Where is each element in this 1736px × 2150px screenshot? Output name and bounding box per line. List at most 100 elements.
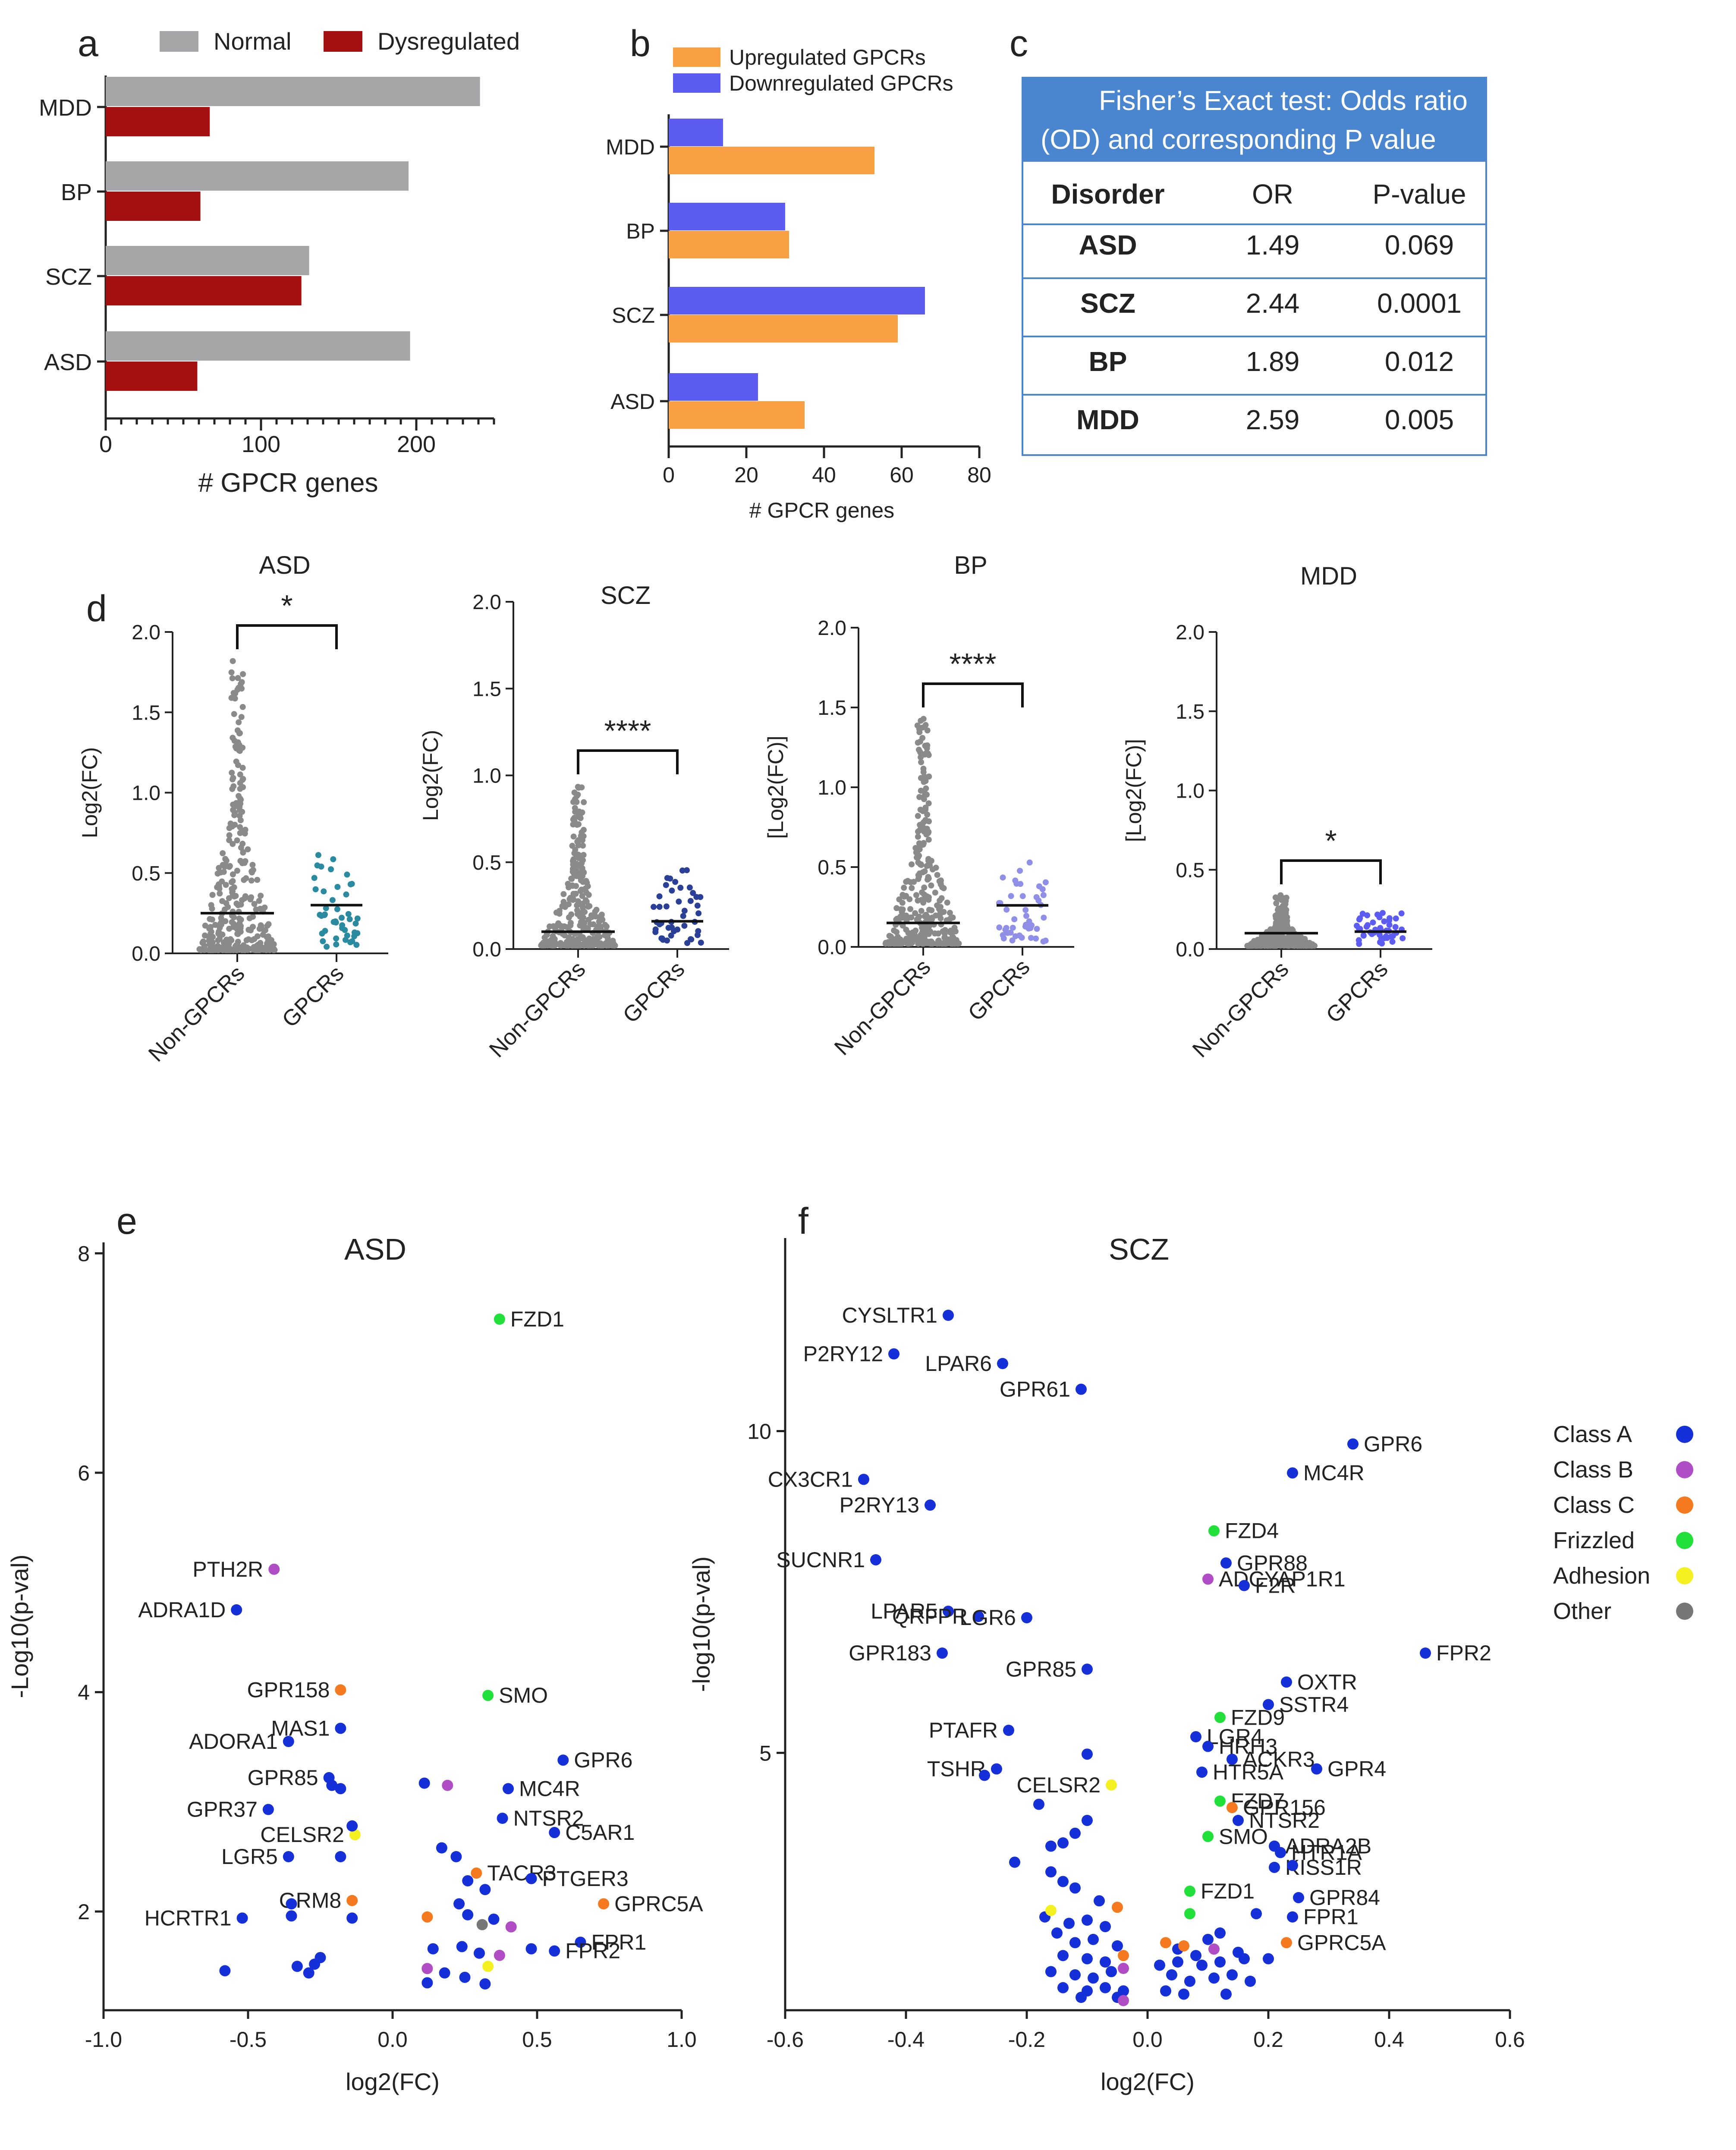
legend-swatch-dysregulated [324,31,362,52]
point-gpcr [349,880,355,887]
point-cx3cr1 [858,1474,869,1485]
point-non-gpcr [235,762,241,768]
point-label: ADORA1 [189,1729,278,1754]
point-non-gpcr [1262,940,1268,946]
point [335,1851,346,1862]
point-htr1a [1275,1847,1286,1858]
y-tick-label: 5 [759,1741,771,1765]
legend-dot-class-c [1676,1496,1693,1514]
point-label: GPR4 [1327,1757,1386,1781]
point [436,1842,447,1854]
point-gpcr [339,922,346,928]
point-gpcr [676,898,682,905]
y-tick-label: 2 [78,1900,90,1924]
significance-bracket [922,682,1024,707]
point-gpcr [1040,892,1047,898]
point-non-gpcr [606,942,612,949]
x-tick-label: GPCRs [963,954,1035,1026]
point-gpcr [665,924,672,931]
point-non-gpcr [929,916,935,922]
point-non-gpcr [202,922,208,929]
point-mc4r [503,1783,514,1795]
point-tshr [991,1763,1002,1775]
point-non-gpcr [942,935,948,942]
point-label: GPR85 [248,1766,318,1790]
table-cell-pvalue: 0.069 [1385,229,1454,261]
point-gpcr [333,935,340,942]
bar-up-bp [669,231,789,258]
point [1245,1975,1256,1987]
point-gpcr [683,867,690,874]
point-label: GPRC5A [614,1892,703,1916]
point-gpcr [351,929,358,936]
point-gpcr [1356,916,1362,923]
panel-label-c: c [1010,23,1028,64]
point-gpcr [1034,926,1040,932]
point-gpcr [1022,923,1028,930]
point-gpcr [677,884,684,891]
point-non-gpcr [944,899,950,906]
significance-bracket [236,624,338,649]
point [1057,1876,1069,1887]
legend-dot-class-a [1676,1426,1693,1443]
point-gpcr [322,927,328,934]
point-gpcr [346,916,353,922]
point-label: GPR85 [1006,1657,1076,1681]
point-non-gpcr [934,872,940,878]
point-non-gpcr [932,912,939,919]
x-axis-label: # GPCR genes [198,468,378,498]
point-non-gpcr [580,827,587,833]
table-cell-pvalue: 0.012 [1385,346,1454,377]
point-non-gpcr [1304,943,1310,949]
point-non-gpcr [890,936,896,942]
point-gpcr [656,893,663,899]
point-non-gpcr [602,932,608,939]
point-non-gpcr [585,903,591,910]
point-adra1d [231,1604,242,1616]
point [1045,1905,1057,1916]
x-tick-label: 0.6 [1495,2027,1525,2052]
point-gpcr [674,926,681,933]
bar-down-asd [669,373,758,401]
point [442,1779,453,1791]
legend-label-other: Other [1553,1598,1611,1624]
point-label: FZD1 [1201,1879,1255,1903]
point [462,1909,474,1921]
point-non-gpcr [257,940,264,946]
point-non-gpcr [249,861,256,868]
point-non-gpcr [258,893,264,899]
point-ptafr [1003,1725,1014,1736]
point-non-gpcr [222,918,229,924]
point-non-gpcr [914,722,921,729]
x-tick-label: -0.2 [1008,2027,1045,2052]
point-label: ADRA2B [1285,1834,1371,1858]
x-tick-label: 1.0 [667,2027,697,2052]
point-gpcr [1040,938,1047,945]
point-gpcr [1363,924,1370,930]
col-header-pvalue: P-value [1373,179,1466,210]
point-fpr2 [1420,1647,1431,1659]
point [346,1820,358,1832]
point-non-gpcr [232,809,238,816]
point-non-gpcr [916,840,922,846]
point-gpcr [690,890,696,896]
point [1160,1937,1171,1949]
point [1063,1917,1075,1929]
bar-down-bp [669,203,785,230]
significance-label: * [1325,824,1337,858]
point-non-gpcr [265,921,272,927]
point-non-gpcr [579,893,585,899]
point-label: TSHR [927,1757,986,1781]
point [1263,1953,1274,1965]
point-non-gpcr [260,931,266,938]
point [1009,1856,1020,1868]
point-non-gpcr [932,890,938,896]
point [1220,1988,1232,2000]
point-non-gpcr [243,875,249,881]
point-non-gpcr [577,815,584,821]
point-non-gpcr [258,946,264,953]
table-cell-or: 2.59 [1246,404,1300,435]
y-tick-label: 1.5 [818,697,846,720]
point-mas1 [335,1723,346,1734]
